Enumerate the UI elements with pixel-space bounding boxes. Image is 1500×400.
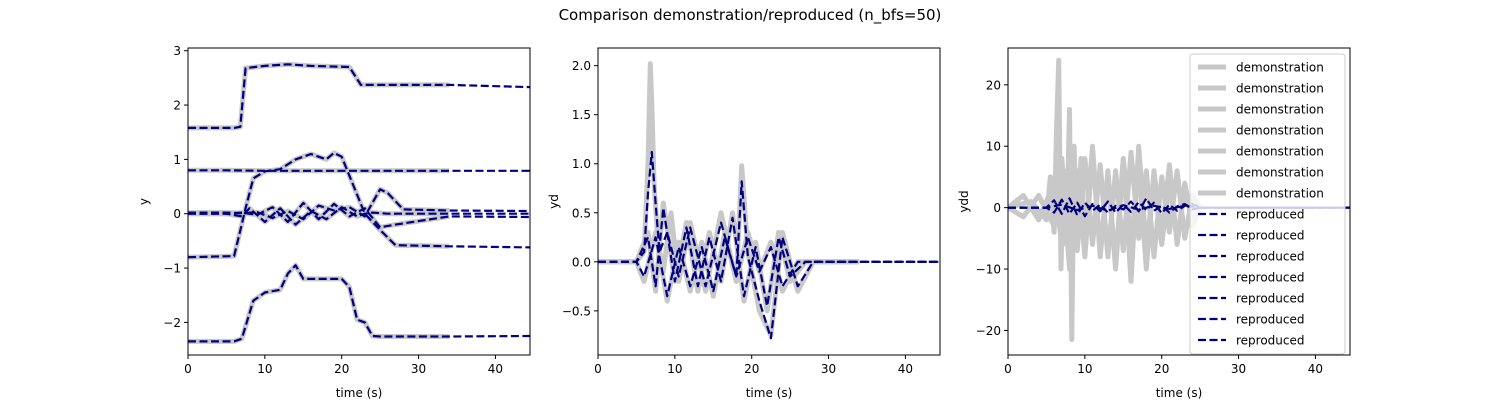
y-tick-label: 2 (173, 99, 181, 113)
y-tick-label: −2 (163, 316, 181, 330)
plot-area (1008, 57, 1350, 343)
y-axis-label: y (137, 198, 151, 205)
x-tick-label: 20 (744, 362, 759, 376)
y-tick-label: 10 (986, 140, 1001, 154)
y-tick-label: −1 (163, 262, 181, 276)
x-tick-label: 30 (411, 362, 426, 376)
x-tick-label: 10 (667, 362, 682, 376)
x-tick-label: 10 (257, 362, 272, 376)
legend: demonstration demonstration demonstration d… (1189, 53, 1346, 355)
series-reproduced-7 (188, 264, 530, 343)
series-reproduced-1 (1008, 197, 1350, 217)
series-reproduced-3 (598, 236, 940, 298)
x-tick-label: 0 (594, 362, 602, 376)
series-reproduced-2 (188, 169, 530, 172)
series-reproduced-6 (188, 206, 530, 226)
x-tick-label: 30 (1231, 362, 1246, 376)
legend-label: reproduced (1236, 271, 1305, 285)
x-tick-label: 20 (1154, 362, 1169, 376)
legend-label: reproduced (1236, 229, 1305, 243)
x-tick-label: 40 (1308, 362, 1323, 376)
y-tick-label: 3 (173, 44, 181, 58)
series-demonstration-3 (1008, 149, 1203, 260)
legend-label: demonstration (1236, 145, 1324, 159)
legend-label: demonstration (1236, 166, 1324, 180)
y-axis-label: ydd (957, 190, 971, 212)
series-reproduced-2 (598, 206, 940, 308)
series-reproduced-3 (1008, 203, 1350, 212)
series-demonstration-1 (188, 61, 450, 131)
x-tick-label: 40 (488, 362, 503, 376)
axes-frame (187, 47, 531, 356)
legend-box (1189, 53, 1346, 355)
series-demonstration-1 (598, 61, 860, 338)
legend-label: demonstration (1236, 82, 1324, 96)
plot-area (188, 61, 530, 344)
x-axis-label: time (s) (1156, 386, 1203, 400)
y-tick-label: 2.0 (572, 59, 591, 73)
legend-label: reproduced (1236, 313, 1305, 327)
subplot-yd: 0 10 20 30 40 −0.5 0.0 0.5 1.0 1.5 2.0 time (s) yd (547, 47, 941, 400)
series-reproduced-1 (188, 63, 530, 130)
y-tick-label: 0.0 (572, 255, 591, 269)
series-reproduced-4 (188, 201, 530, 229)
series-reproduced-2 (1008, 198, 1350, 218)
legend-label: demonstration (1236, 124, 1324, 138)
series-demonstration-2 (1008, 149, 1203, 272)
y-axis-label: yd (547, 194, 561, 209)
legend-label: demonstration (1236, 103, 1324, 117)
y-tick-label: 1.0 (572, 157, 591, 171)
x-tick-label: 0 (184, 362, 192, 376)
legend-label: demonstration (1236, 61, 1324, 75)
x-tick-label: 10 (1077, 362, 1092, 376)
y-tick-label: 1 (173, 153, 181, 167)
legend-label: demonstration (1236, 187, 1324, 201)
x-tick-label: 30 (821, 362, 836, 376)
y-tick-label: 0 (993, 201, 1001, 215)
x-tick-label: 20 (334, 362, 349, 376)
plot-area (598, 61, 940, 340)
subplot-y: 0 10 20 30 40 −2 −1 0 1 2 3 time (s) y (137, 44, 531, 400)
x-axis-label: time (s) (336, 386, 383, 400)
y-tick-label: 0 (173, 207, 181, 221)
y-tick-label: −10 (976, 263, 1001, 277)
y-tick-label: −20 (976, 324, 1001, 338)
y-tick-label: 20 (986, 78, 1001, 92)
legend-label: reproduced (1236, 292, 1305, 306)
series-demonstration-7 (188, 262, 450, 344)
legend-label: reproduced (1236, 250, 1305, 264)
axes-frame (597, 47, 941, 356)
y-tick-label: −0.5 (562, 304, 591, 318)
x-axis-label: time (s) (746, 386, 793, 400)
subplot-ydd: 0 10 20 30 40 −20 −10 0 10 20 time (s) ydd demonstra… (957, 47, 1351, 400)
series-reproduced-5 (188, 151, 530, 259)
x-tick-label: 0 (1004, 362, 1012, 376)
legend-label: reproduced (1236, 334, 1305, 348)
x-tick-label: 40 (898, 362, 913, 376)
figure-title: Comparison demonstration/reproduced (n_b… (559, 6, 942, 25)
y-tick-label: 0.5 (572, 206, 591, 220)
y-tick-label: 1.5 (572, 108, 591, 122)
legend-label: reproduced (1236, 208, 1305, 222)
axes-frame (1007, 47, 1351, 356)
